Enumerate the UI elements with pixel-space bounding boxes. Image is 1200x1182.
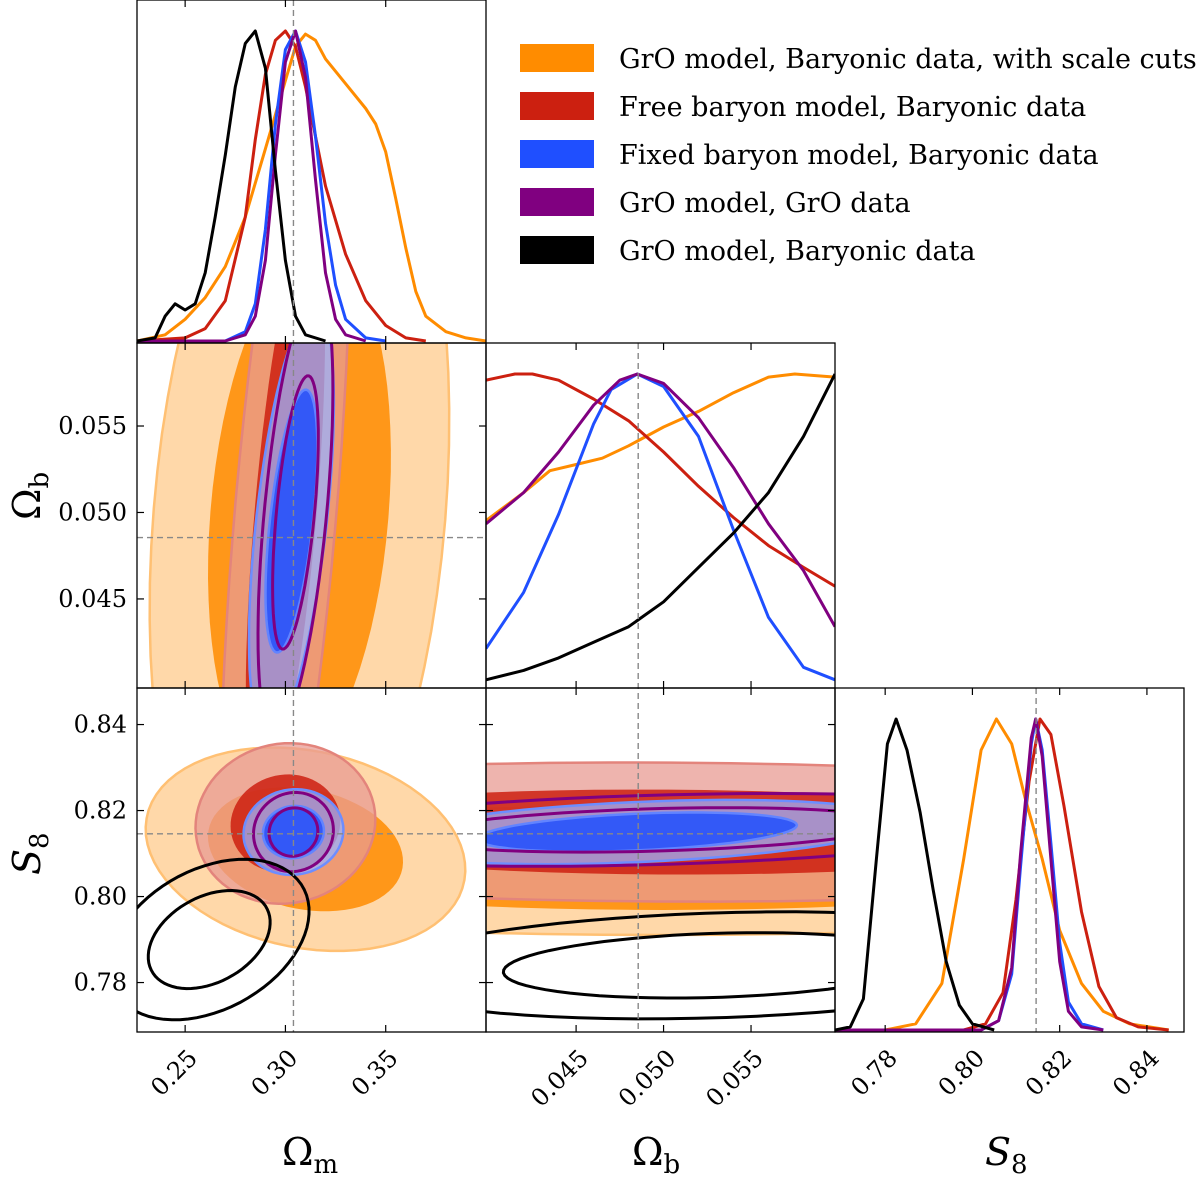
- marginal-Om-series-0: [137, 32, 486, 343]
- x-axis-label-omega-m-base: Ω: [282, 1130, 314, 1174]
- xtick-label-S8-3: 0.84: [1107, 1044, 1165, 1102]
- marginal-Om-series-2: [137, 29, 386, 343]
- marginal-panel-Om: [137, 29, 486, 343]
- xtick-label-Ob-0: 0.045: [526, 1044, 594, 1112]
- ytick-label-Ob-2: 0.055: [58, 412, 127, 440]
- legend-label-1: Free baryon model, Baryonic data: [619, 92, 1086, 123]
- contour-Om-S8-series-3-2sigma: [251, 790, 335, 874]
- contour-Om-S8-series-4-1sigma: [146, 888, 272, 991]
- marginal-S8-series-1: [835, 717, 1169, 1032]
- x-axis-label-s8-base: S: [985, 1130, 1011, 1174]
- contour-Om-Ob-series-3-2sigma: [256, 343, 335, 688]
- legend-swatch-4: [520, 236, 594, 264]
- contour-panel-Ob-S8: [486, 761, 835, 1021]
- legend-label-2: Fixed baryon model, Baryonic data: [619, 140, 1099, 171]
- contour-clip-group: [148, 343, 451, 688]
- xtick-label-Ob-1: 0.050: [613, 1044, 681, 1112]
- xtick-label-Om-0: 0.25: [145, 1044, 203, 1102]
- y-axis-label-s8: S8: [5, 832, 55, 875]
- contour-layer: [137, 343, 835, 1022]
- x-axis-label-omega-b-sub: b: [664, 1150, 681, 1180]
- marginal-Ob-series-2: [486, 372, 835, 682]
- panel-frames: [136, 0, 1185, 1033]
- marginal-S8-series-4: [835, 717, 995, 1032]
- marginal-Om-series-4: [137, 29, 326, 343]
- legend-swatch-3: [520, 188, 594, 216]
- ytick-label-S8-2: 0.82: [74, 797, 127, 825]
- panel-frame-0-0: [136, 0, 487, 344]
- marginal-panel-S8: [835, 717, 1169, 1032]
- legend: GrO model, Baryonic data, with scale cut…: [520, 44, 1197, 267]
- contour-Om-Ob-series-3-1sigma: [271, 374, 320, 651]
- marginal-Ob-series-4: [486, 373, 835, 682]
- panel-frame-2-2: [834, 687, 1185, 1033]
- legend-swatch-0: [520, 44, 594, 72]
- marginal-Ob-series-3: [486, 372, 835, 628]
- xtick-label-S8-1: 0.80: [933, 1044, 991, 1102]
- ytick-label-Ob-0: 0.045: [58, 585, 127, 613]
- contour-panel-Om-Ob: [148, 343, 451, 688]
- ytick-label-S8-1: 0.80: [74, 883, 127, 911]
- x-axis-label-omega-m-sub: m: [314, 1150, 339, 1180]
- legend-swatch-1: [520, 92, 594, 120]
- y-axis-label-s8-base: S: [5, 849, 49, 875]
- xtick-label-Om-1: 0.30: [246, 1044, 304, 1102]
- contour-panel-Om-S8: [137, 741, 467, 1022]
- x-axis-label-s8-sub: 8: [1011, 1150, 1028, 1180]
- marginal-panel-Ob: [486, 372, 835, 682]
- legend-swatch-2: [520, 140, 594, 168]
- y-axis-label-omega-b-base: Ω: [5, 488, 49, 520]
- legend-label-3: GrO model, GrO data: [619, 188, 911, 219]
- x-axis-label-s8: S8: [985, 1130, 1028, 1180]
- y-axis-label-omega-b-sub: b: [25, 472, 55, 489]
- contour-Om-S8-series-4-2sigma: [137, 857, 311, 1022]
- marginal-S8-series-0: [835, 717, 1169, 1032]
- ytick-label-S8-3: 0.84: [74, 711, 127, 739]
- xtick-label-S8-0: 0.78: [845, 1044, 903, 1102]
- y-axis-label-s8-sub: 8: [25, 832, 55, 849]
- ytick-label-Ob-1: 0.050: [58, 498, 127, 526]
- contour-Ob-S8-series-4-1sigma: [501, 931, 835, 1000]
- x-axis-label-omega-b-base: Ω: [632, 1130, 664, 1174]
- contour-clip-group: [137, 741, 467, 1022]
- x-axis-label-omega-b: Ωb: [632, 1130, 680, 1180]
- contour-Ob-S8-series-3-1sigma: [486, 806, 835, 854]
- ytick-label-S8-0: 0.78: [74, 969, 127, 997]
- contour-Ob-S8-series-2-1sigma: [486, 811, 799, 853]
- xtick-label-Ob-2: 0.055: [700, 1044, 768, 1112]
- xtick-label-Om-2: 0.35: [346, 1044, 404, 1102]
- marginal-Ob-series-1: [486, 372, 835, 588]
- xtick-label-S8-2: 0.82: [1020, 1044, 1078, 1102]
- contour-clip-group: [486, 761, 835, 1021]
- legend-label-4: GrO model, Baryonic data: [619, 236, 976, 267]
- marginal-Om-series-3: [137, 29, 367, 343]
- legend-label-0: GrO model, Baryonic data, with scale cut…: [619, 44, 1197, 75]
- y-axis-label-omega-b: Ωb: [5, 472, 55, 520]
- x-axis-label-omega-m: Ωm: [282, 1130, 338, 1180]
